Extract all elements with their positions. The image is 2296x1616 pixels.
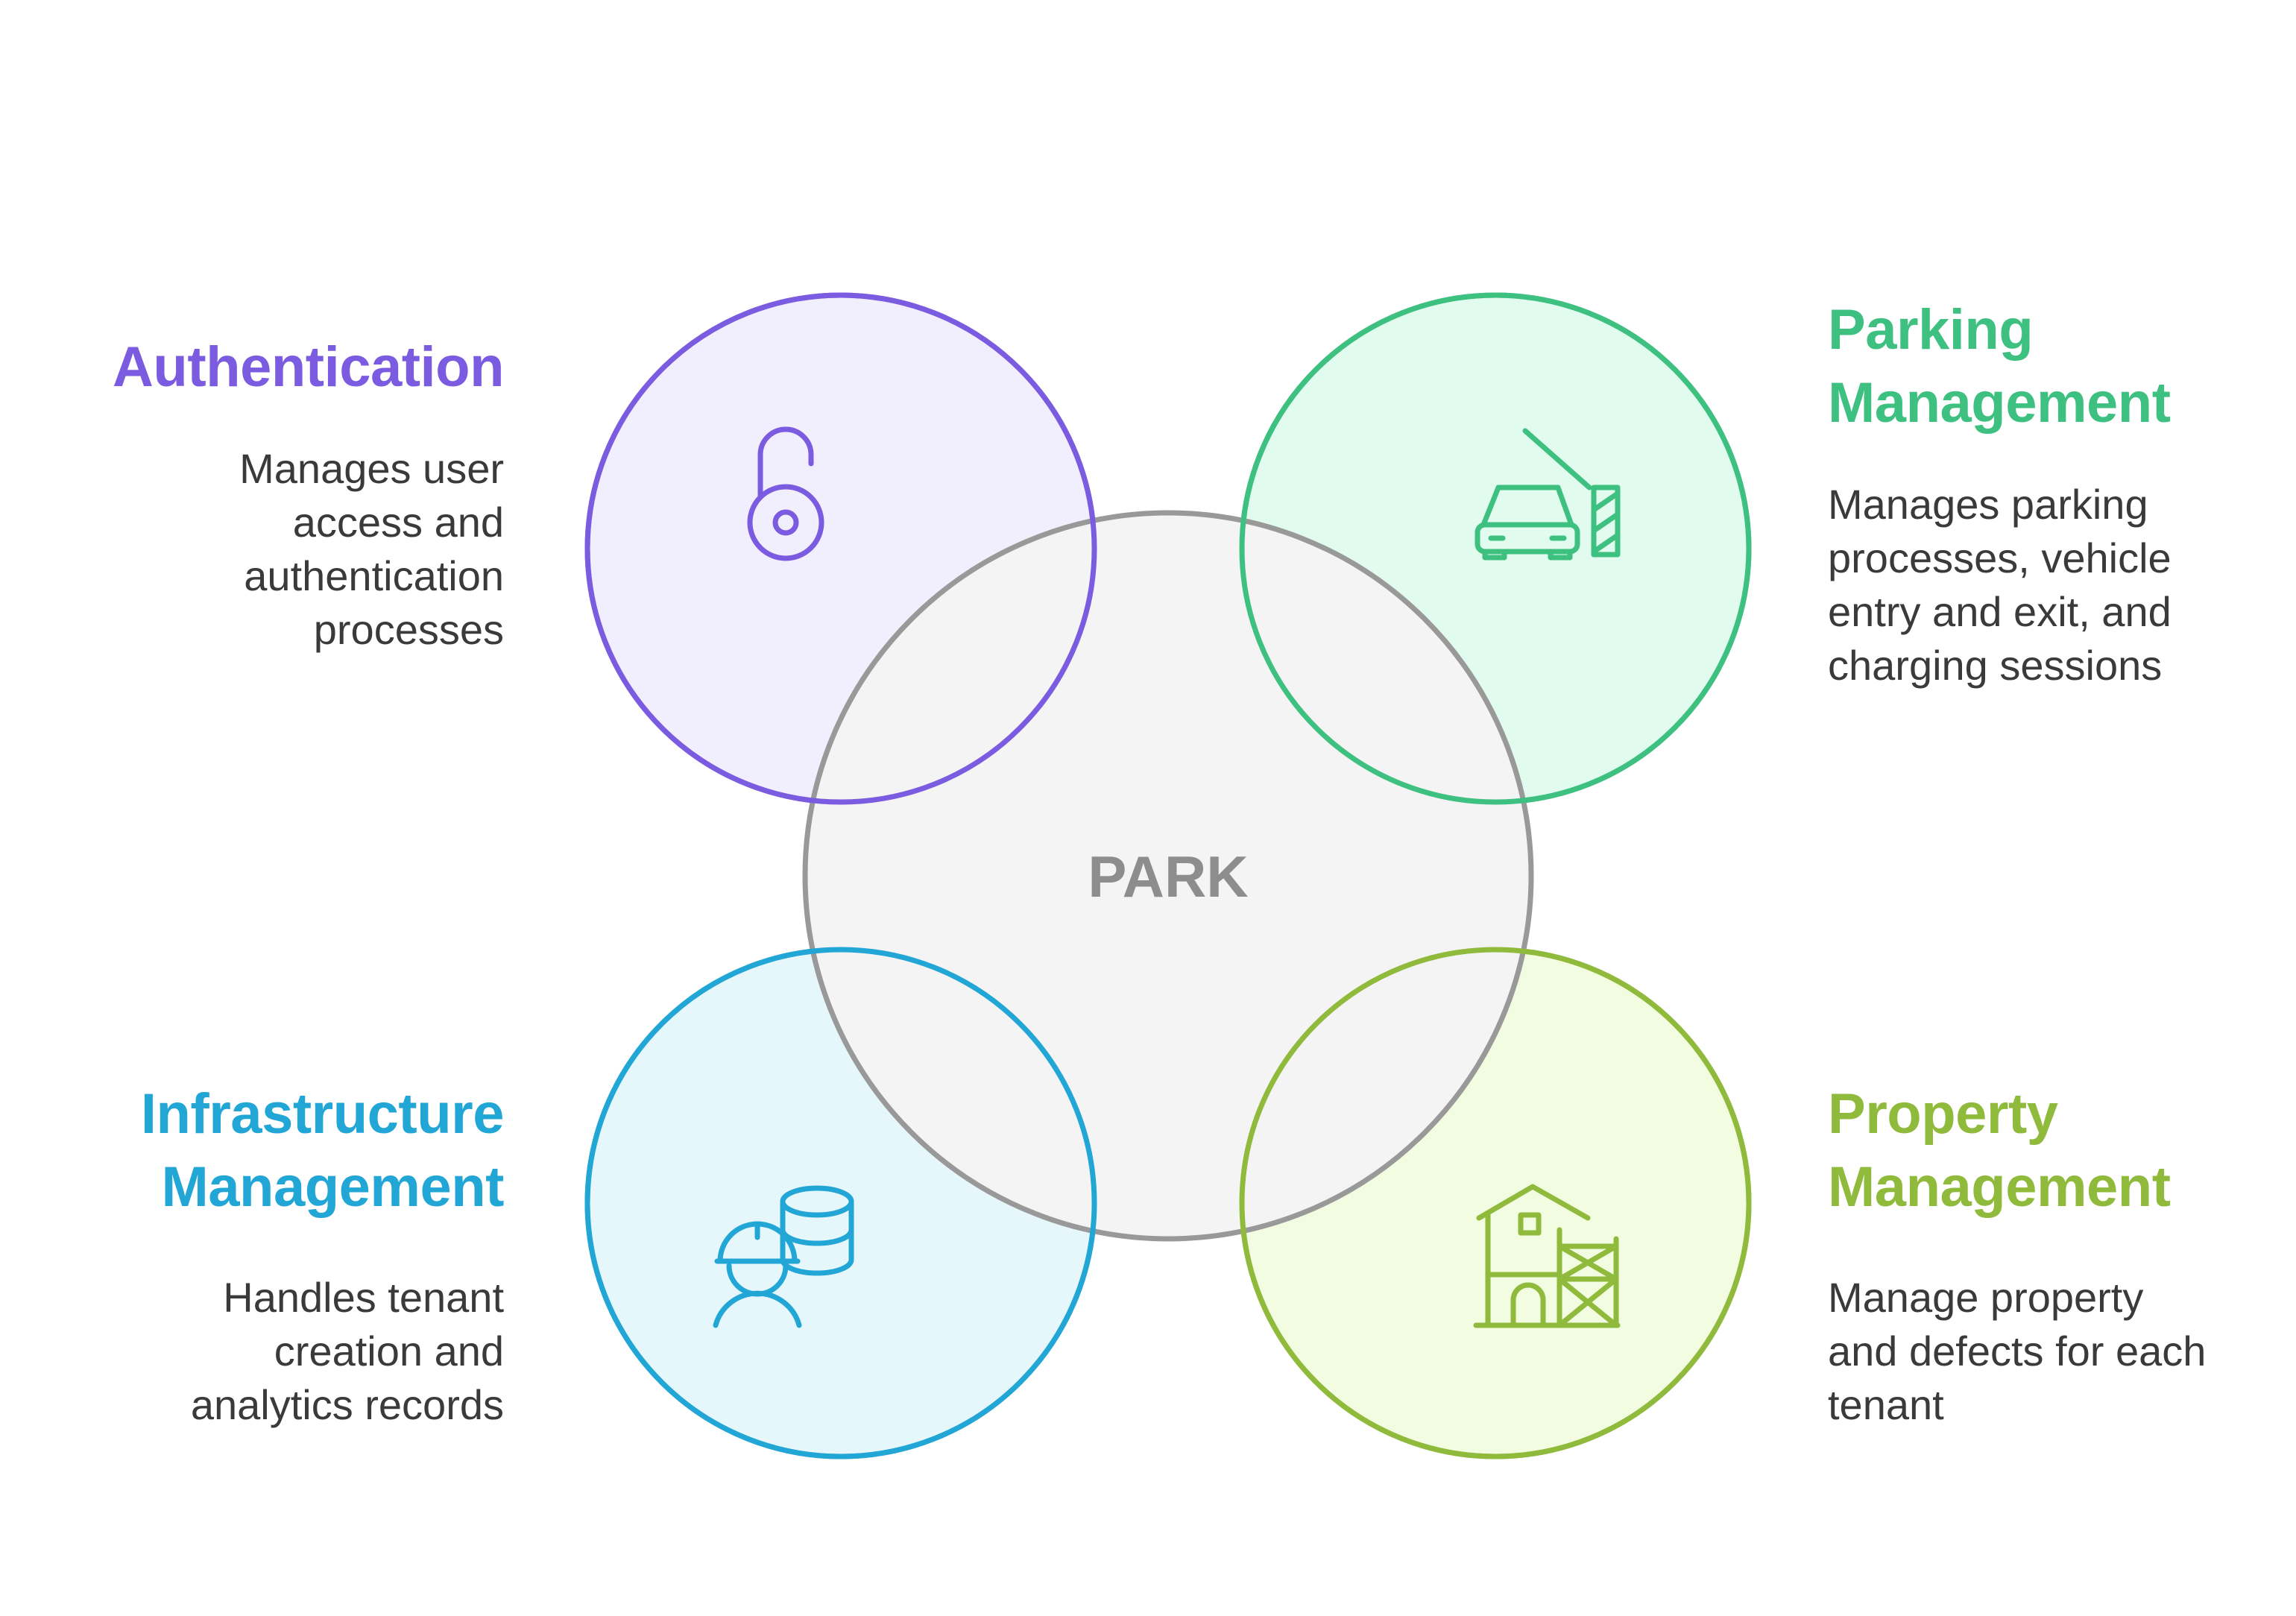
property-description-line-2: and defects for each: [1828, 1328, 2206, 1374]
open-padlock-icon: [747, 426, 824, 561]
property-description-line-1: Manage property: [1828, 1274, 2143, 1321]
infrastructure-circle-outline: [584, 947, 1097, 1459]
infrastructure-description-line-3: analytics records: [191, 1381, 504, 1428]
authentication-title: Authentication: [113, 335, 504, 399]
infrastructure-title-line-2: Management: [161, 1155, 504, 1219]
parking-title-line-2: Management: [1828, 371, 2171, 435]
parking-circle-outline: [1239, 292, 1752, 805]
center-label: PARK: [1088, 844, 1248, 909]
infrastructure-description-line-2: creation and: [274, 1328, 504, 1374]
parking-title-line-1: Parking: [1828, 298, 2033, 362]
authentication-description-line-2: access and: [293, 499, 504, 546]
property-title-line-1: Property: [1828, 1082, 2058, 1146]
property-circle-outline: [1239, 947, 1752, 1459]
parking-description-line-4: charging sessions: [1828, 642, 2162, 689]
authentication-description-line-1: Manages user: [239, 445, 504, 492]
parking-description-line-3: entry and exit, and: [1828, 588, 2172, 635]
infrastructure-description-line-1: Handles tenant: [223, 1274, 504, 1321]
authentication-description-line-4: processes: [314, 606, 504, 653]
infrastructure-title-line-1: Infrastructure: [141, 1082, 504, 1146]
property-title-line-2: Management: [1828, 1155, 2171, 1219]
authentication-description-line-3: authentication: [244, 552, 504, 599]
car-barrier-icon: [1475, 428, 1621, 561]
park-center-circle: [802, 510, 1534, 1242]
house-scaffold-icon: [1473, 1184, 1621, 1328]
parking-description-line-2: processes, vehicle: [1828, 534, 2172, 581]
property-description-line-3: tenant: [1828, 1381, 1944, 1428]
engineer-database-icon: [713, 1185, 854, 1328]
authentication-circle-outline: [584, 292, 1097, 805]
parking-description-line-1: Manages parking: [1828, 481, 2148, 528]
